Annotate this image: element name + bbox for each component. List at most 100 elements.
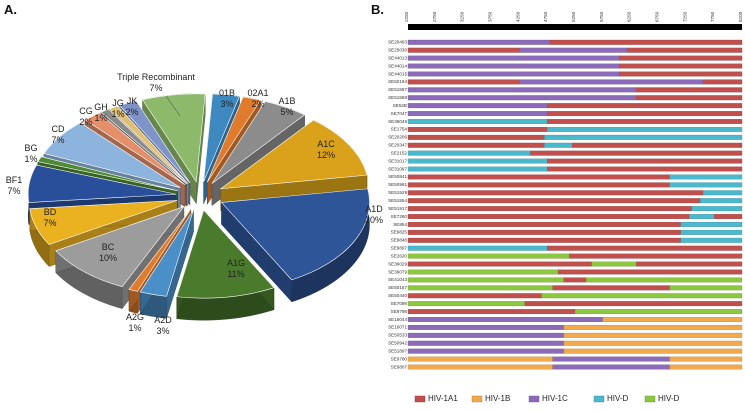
segment-hivd2 <box>407 253 570 259</box>
segment-hivd1 <box>544 134 743 140</box>
position-tick: 5250 <box>571 11 576 22</box>
pie-label-a1b-name: A1B <box>278 96 295 106</box>
sequence-label: SE7098 <box>391 301 408 306</box>
position-tick: 6750 <box>655 11 660 22</box>
sequence-label: SE1754 <box>391 127 408 132</box>
pie-slice-a1d <box>220 188 370 303</box>
segment-hiv1a1 <box>547 119 743 124</box>
recomb-row: SE7260 <box>391 214 743 219</box>
segment-hiv1a1 <box>563 277 587 283</box>
pie-label-bd-name: BD <box>44 207 57 217</box>
recomb-row: SE44014 <box>388 63 743 69</box>
sequence-label: SE9848 <box>391 238 408 243</box>
segment-hiv1c <box>407 324 565 330</box>
sequence-label: SE44014 <box>388 63 407 68</box>
recomb-row: SE51529 <box>388 190 743 196</box>
sequence-label: SE50440 <box>388 293 407 298</box>
segment-hivd1 <box>700 198 743 204</box>
position-tick: 5750 <box>599 11 604 22</box>
pie-label-jg-pct: 1% <box>111 109 124 119</box>
pie-label-bg-name: BG <box>24 143 37 153</box>
legend-item: HIV-1B <box>471 394 510 403</box>
segment-hiv1c <box>407 340 565 346</box>
segment-hiv1b <box>563 324 743 330</box>
recomb-row: SE51917 <box>388 206 743 212</box>
recomb-row: SE36079 <box>388 269 743 275</box>
position-tick: 3250 <box>460 11 465 22</box>
segment-hivd1 <box>669 182 743 188</box>
legend-swatch <box>593 395 605 403</box>
sequence-label: SE51897 <box>388 348 407 353</box>
segment-hivd1 <box>407 245 548 251</box>
segment-hiv1a1 <box>407 142 545 148</box>
genome-bar <box>408 24 742 30</box>
recomb-row: SE9825 <box>391 229 743 235</box>
sequence-label: SE20206 <box>388 135 407 140</box>
recomb-row: SE52B <box>393 103 743 109</box>
pie-label-cd-name: CD <box>52 124 65 134</box>
pie-label-triple-recombinant-name: Triple Recombinant <box>117 72 195 82</box>
pie-label-a1c-pct: 12% <box>317 150 335 160</box>
sequence-label: SE52B <box>393 103 407 108</box>
recomb-row: SE36048 <box>388 119 743 124</box>
recomb-row: SE854 <box>393 222 743 227</box>
segment-hiv1b <box>563 332 743 338</box>
pie-label-triple-recombinant-pct: 7% <box>149 83 162 93</box>
pie-label-cg-name: CG <box>79 106 93 116</box>
legend-label: HIV-1C <box>542 394 568 403</box>
segment-hiv1c <box>407 55 620 61</box>
sequence-label: SE44013 <box>388 55 407 60</box>
pie-label-bc-pct: 10% <box>99 253 117 263</box>
recomb-row: SE41043 <box>388 277 743 283</box>
recomb-row: SE9848 <box>391 238 743 243</box>
pie-label-02a1-name: 02A1 <box>247 88 268 98</box>
segment-hiv1c <box>407 348 565 354</box>
pie-label-bc-name: BC <box>102 242 115 252</box>
position-tick: 6250 <box>627 11 632 22</box>
segment-hiv1a1 <box>627 47 743 53</box>
pie-label-bf1-name: BF1 <box>6 175 23 185</box>
recomb-row: SE16044 <box>388 317 743 322</box>
segment-hiv1a1 <box>407 229 681 235</box>
legend-label: HIV-1B <box>485 394 510 403</box>
recomb-row: SE44015 <box>388 71 743 77</box>
legend-swatch <box>414 395 426 403</box>
pie-label-cd-pct: 7% <box>51 135 64 145</box>
segment-hivd2 <box>407 269 559 275</box>
pie-label-02a1-pct: 2% <box>251 99 264 109</box>
sequence-label: SE50942 <box>388 341 407 346</box>
segment-hiv1a1 <box>558 269 743 275</box>
segment-hiv1a1 <box>547 103 743 109</box>
segment-hivd1 <box>680 222 743 227</box>
legend-label: HIV-1A1 <box>428 394 458 403</box>
recomb-row: SE44013 <box>388 55 743 61</box>
position-tick: 2250 <box>404 11 409 22</box>
segment-hiv1a1 <box>619 63 743 69</box>
recomb-row: SE2620 <box>391 253 743 259</box>
pie-label-a2g-name: A2G <box>126 312 144 322</box>
position-tick: 8200 <box>738 11 743 22</box>
segment-hivd2 <box>407 301 526 307</box>
segment-hiv1b <box>669 356 743 362</box>
segment-hiv1a1 <box>407 261 592 267</box>
legend-label: HIV-D <box>658 394 680 403</box>
sequence-label: SE50167 <box>388 285 407 290</box>
segment-hiv1a1 <box>407 126 548 132</box>
legend-item: HIV-1C <box>528 394 568 403</box>
segment-hiv1c <box>407 111 548 117</box>
segment-hivd1 <box>688 214 715 219</box>
position-tick: 7250 <box>682 11 687 22</box>
recomb-row: SE9897 <box>391 245 743 251</box>
recomb-row: SE50961 <box>388 182 743 188</box>
sequence-label: SE9825 <box>391 230 408 235</box>
pie-label-a2g-pct: 1% <box>128 323 141 333</box>
sequence-label: SE854 <box>393 222 407 227</box>
recomb-row: SE50533 <box>388 332 743 338</box>
position-tick: 3750 <box>488 11 493 22</box>
segment-hiv1c <box>519 47 629 53</box>
sequence-label: SE51587 <box>388 87 407 92</box>
recomb-row: SE31087 <box>388 166 743 172</box>
segment-hiv1b <box>563 340 743 346</box>
segment-hivd2 <box>591 261 637 267</box>
